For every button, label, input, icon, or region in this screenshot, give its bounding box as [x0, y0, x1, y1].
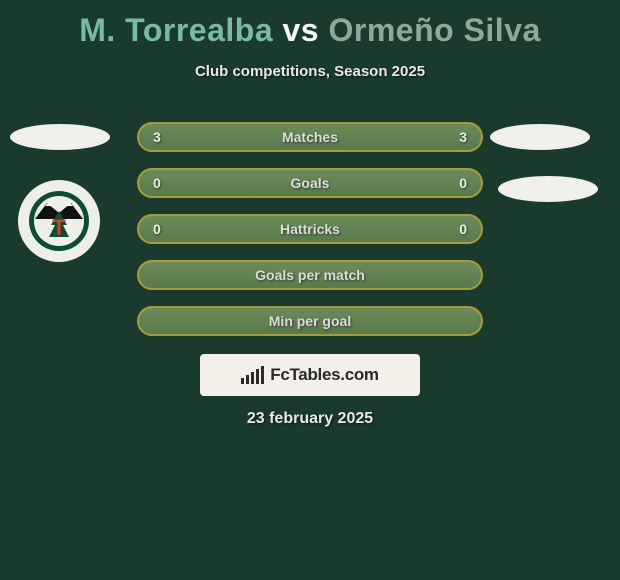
- stat-row: 0Goals0: [137, 168, 483, 198]
- vs-separator: vs: [283, 12, 320, 48]
- player2-marker-2-icon: [498, 176, 598, 202]
- stat-value-right: 0: [459, 175, 467, 191]
- club-badge-icon: T: [18, 180, 100, 262]
- branding-text: FcTables.com: [270, 365, 379, 385]
- player1-name: M. Torrealba: [79, 12, 273, 48]
- stat-label: Matches: [139, 129, 481, 145]
- comparison-title: M. Torrealba vs Ormeño Silva: [0, 0, 620, 49]
- stat-value-right: 0: [459, 221, 467, 237]
- stat-label: Goals: [139, 175, 481, 191]
- stat-value-left: 3: [153, 129, 161, 145]
- stat-value-left: 0: [153, 175, 161, 191]
- stat-row: Min per goal: [137, 306, 483, 336]
- player2-name: Ormeño Silva: [328, 12, 540, 48]
- stat-row: 3Matches3: [137, 122, 483, 152]
- stat-label: Hattricks: [139, 221, 481, 237]
- stat-label: Goals per match: [139, 267, 481, 283]
- branding-box: FcTables.com: [200, 354, 420, 396]
- stat-value-left: 0: [153, 221, 161, 237]
- subtitle: Club competitions, Season 2025: [0, 63, 620, 80]
- svg-text:T: T: [52, 215, 66, 240]
- date-text: 23 february 2025: [0, 410, 620, 428]
- stat-label: Min per goal: [139, 313, 481, 329]
- player2-marker-icon: [490, 124, 590, 150]
- stat-value-right: 3: [459, 129, 467, 145]
- stat-row: 0Hattricks0: [137, 214, 483, 244]
- chart-bars-icon: [241, 366, 264, 384]
- stat-row: Goals per match: [137, 260, 483, 290]
- player1-marker-icon: [10, 124, 110, 150]
